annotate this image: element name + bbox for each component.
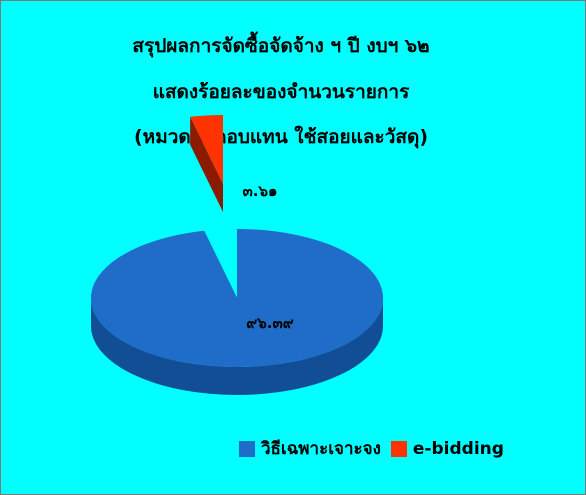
- data-label-e-bidding: ๓.๖๑: [243, 182, 278, 200]
- legend-label-specific-method: วิธีเฉพาะเจาะจง: [261, 439, 381, 459]
- pie-slice-specific-method: [90, 229, 383, 395]
- legend-item-specific-method: วิธีเฉพาะเจาะจง: [239, 435, 381, 462]
- pie-slice-top-e-bidding: [190, 115, 223, 184]
- legend-label-e-bidding: e-bidding: [412, 438, 504, 459]
- legend-item-e-bidding: e-bidding: [390, 438, 504, 459]
- pie-slice-side-e-bidding-0: [190, 116, 223, 212]
- pie-slice-wall-specific-method: [91, 298, 383, 395]
- legend-swatch-specific-method: [239, 440, 255, 457]
- data-label-specific-method: ๙๖.๓๙: [246, 314, 293, 332]
- pie-slice-top-specific-method: [90, 229, 383, 368]
- chart-title-line-2: แสดงร้อยละของจำนวนรายการ: [152, 81, 410, 103]
- legend-swatch-e-bidding: [390, 440, 407, 457]
- chart-title-line-1: สรุปผลการจัดซื้อจัดจ้าง ฯ ปี งบฯ ๖๒: [132, 35, 430, 57]
- pie-slice-e-bidding: [190, 115, 223, 212]
- legend: วิธีเฉพาะเจาะจง e-bidding: [239, 435, 504, 462]
